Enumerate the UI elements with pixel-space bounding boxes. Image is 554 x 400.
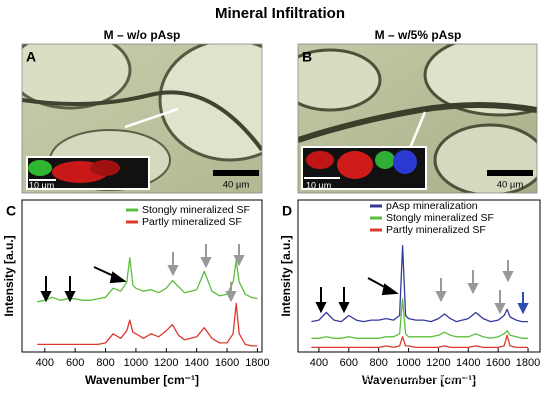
x-tick-label: 600 bbox=[66, 357, 84, 369]
figure-title: Mineral Infiltration bbox=[215, 5, 345, 22]
x-tick-label: 1800 bbox=[516, 357, 540, 369]
legend-label: Partly mineralized SF bbox=[386, 224, 486, 236]
x-tick-label: 600 bbox=[340, 357, 358, 369]
x-tick-label: 1600 bbox=[486, 357, 510, 369]
spectrum-line bbox=[311, 244, 528, 323]
x-tick-label: 1800 bbox=[245, 357, 269, 369]
y-axis-label: Intensity [a.u.] bbox=[2, 235, 16, 316]
spectrum-line bbox=[311, 334, 528, 349]
charts: 400 600 800 1000 1200 1400 1600 1800 Wavenumber … bbox=[2, 199, 541, 387]
scale-label: 40 µm bbox=[497, 180, 524, 191]
x-tick-label: 800 bbox=[369, 357, 387, 369]
x-tick-label: 1400 bbox=[456, 357, 480, 369]
panel-header: M – w/5% pAsp bbox=[375, 28, 462, 42]
x-tick-label: 1000 bbox=[396, 357, 420, 369]
panel-letter: A bbox=[26, 49, 36, 65]
spectrum-line bbox=[37, 302, 258, 347]
legend-label: pAsp mineralization bbox=[386, 200, 478, 212]
plot-frame bbox=[297, 199, 541, 353]
x-tick-label: 1200 bbox=[426, 357, 450, 369]
watermark: 知乎 @Engineeringforlife bbox=[364, 370, 497, 384]
x-tick-label: 800 bbox=[96, 357, 114, 369]
spectrum-line bbox=[37, 257, 258, 303]
micrograph bbox=[22, 44, 262, 193]
panel-header: M – w/o pAsp bbox=[104, 28, 181, 42]
x-tick-label: 400 bbox=[310, 357, 328, 369]
y-axis-label: Intensity [a.u.] bbox=[279, 235, 293, 316]
panel-letter: C bbox=[6, 203, 16, 219]
legend-label: Stongly mineralized SF bbox=[142, 204, 250, 216]
x-tick-label: 400 bbox=[36, 357, 54, 369]
x-tick-label: 1600 bbox=[215, 357, 239, 369]
x-axis-label: Wavenumber [cm⁻¹] bbox=[362, 373, 476, 387]
x-tick-label: 1000 bbox=[124, 357, 148, 369]
scale-label: 40 µm bbox=[223, 180, 250, 191]
spectrum-line bbox=[311, 298, 528, 339]
panel-letter: D bbox=[282, 203, 292, 219]
x-tick-label: 1200 bbox=[154, 357, 178, 369]
scale-label: 10 µm bbox=[306, 180, 331, 190]
x-tick-label: 1400 bbox=[184, 357, 208, 369]
legend-label: Stongly mineralized SF bbox=[386, 212, 494, 224]
legend-label: Partly mineralized SF bbox=[142, 216, 242, 228]
x-axis-label: Wavenumber [cm⁻¹] bbox=[85, 373, 199, 387]
arrows bbox=[40, 244, 529, 315]
plot-frame bbox=[21, 199, 263, 353]
panel-letter: B bbox=[302, 49, 312, 65]
scale-label: 10 µm bbox=[29, 180, 54, 190]
